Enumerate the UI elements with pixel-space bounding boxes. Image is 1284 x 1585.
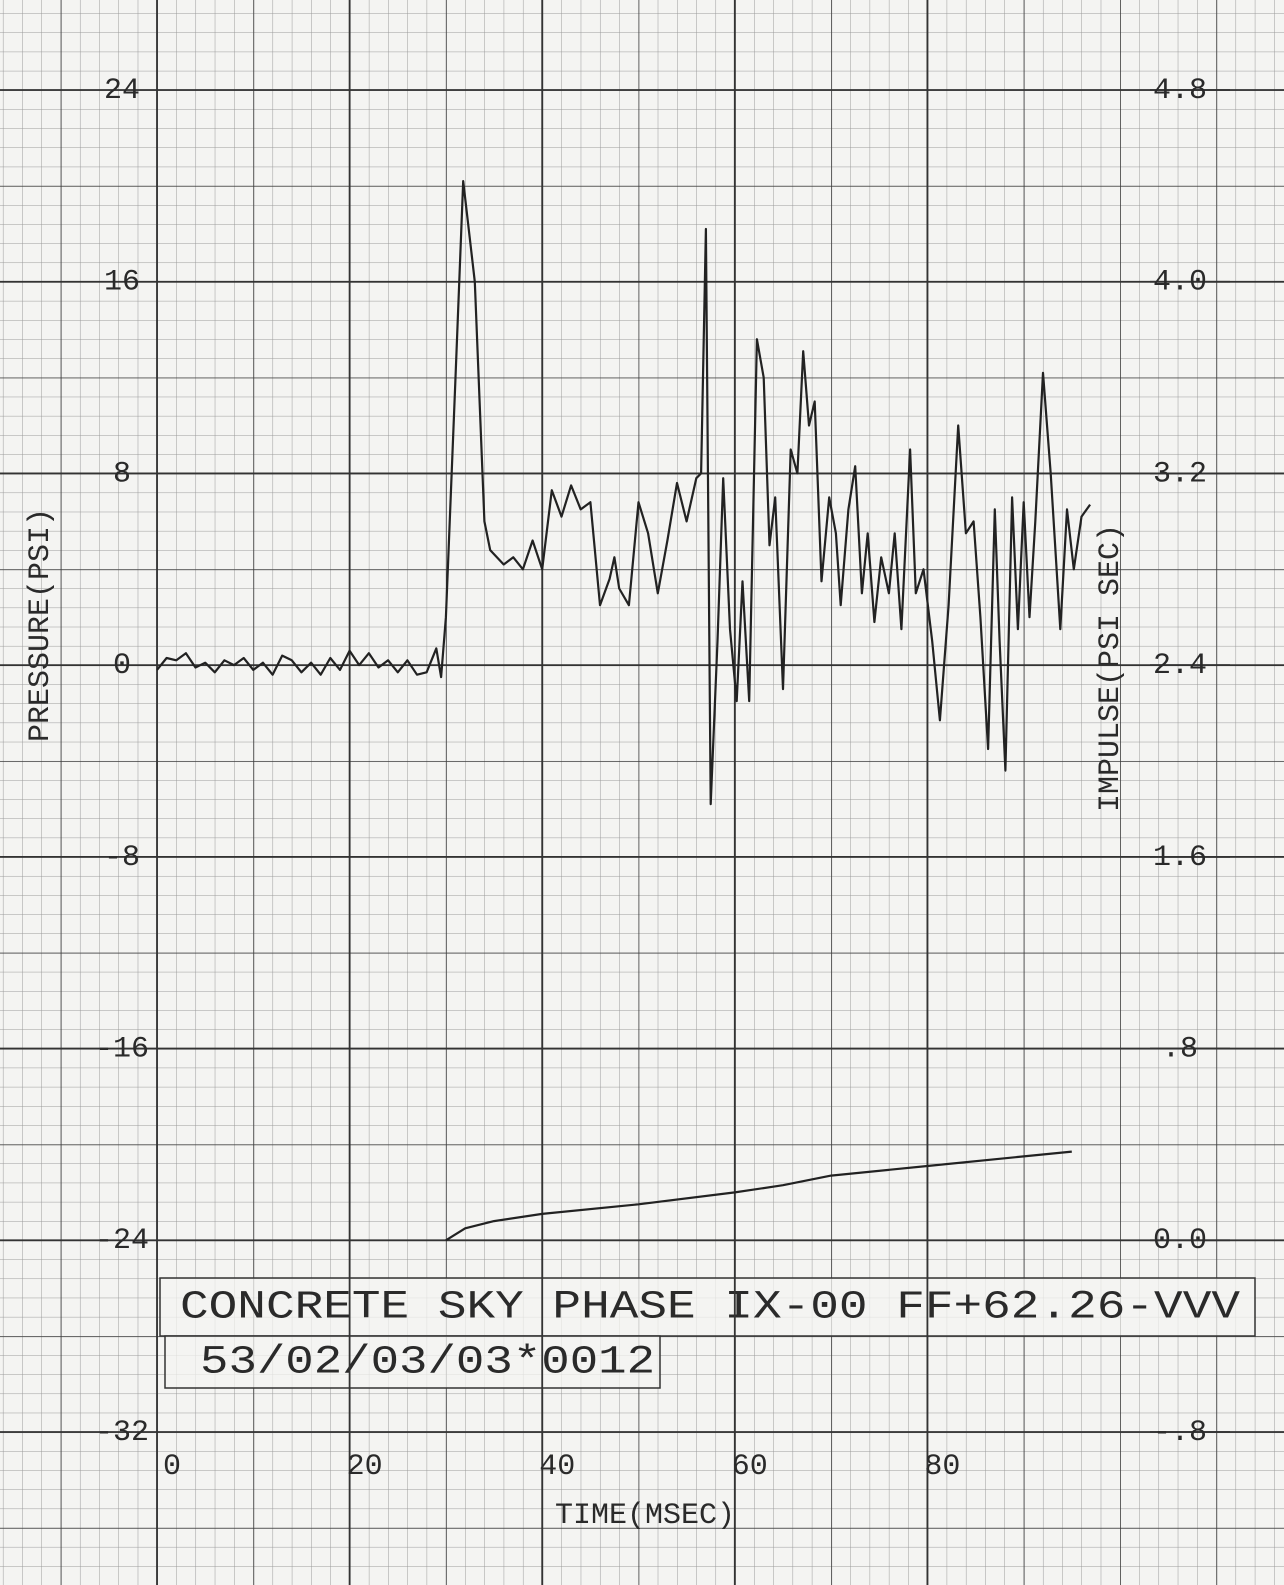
annotation: CONCRETE SKY PHASE IX-00 FF+62.26-VVV [180,1286,1240,1331]
y-tick-label: 16 [104,266,140,300]
y-tick-label: 8 [113,457,131,491]
y2-tick-label: 4.0 [1153,266,1207,300]
y2-tick-label: 0.0 [1153,1224,1207,1258]
x-tick-label: 80 [924,1450,960,1484]
x-tick-label: 60 [732,1450,768,1484]
y-tick-label: -32 [95,1416,149,1450]
x-tick-label: 0 [163,1450,181,1484]
y2-tick-label: .8 [1162,1032,1198,1066]
annotation-box [159,1277,1256,1389]
y-tick-label: -8 [104,841,140,875]
y2-tick-label: 4.8 [1153,74,1207,108]
y-tick-label: 0 [113,649,131,683]
y2-tick-label: 2.4 [1153,649,1207,683]
x-tick-label: 20 [347,1450,383,1484]
y-axis-title: PRESSURE(PSI) [24,508,58,742]
data-line [445,1150,1072,1242]
y2-tick-label: 3.2 [1153,457,1207,491]
data-line [156,180,1091,806]
x-axis-title: TIME(MSEC) [555,1499,735,1533]
y2-axis-title: IMPULSE(PSI SEC) [1094,524,1128,812]
y-tick-label: -24 [95,1224,149,1258]
y2-tick-label: -.8 [1153,1416,1207,1450]
y2-tick-label: 1.6 [1153,841,1207,875]
y-tick-label: -16 [95,1032,149,1066]
x-tick-label: 40 [539,1450,575,1484]
y-tick-label: 24 [104,74,140,108]
annotation: 53/02/03/03*0012 [200,1341,655,1386]
